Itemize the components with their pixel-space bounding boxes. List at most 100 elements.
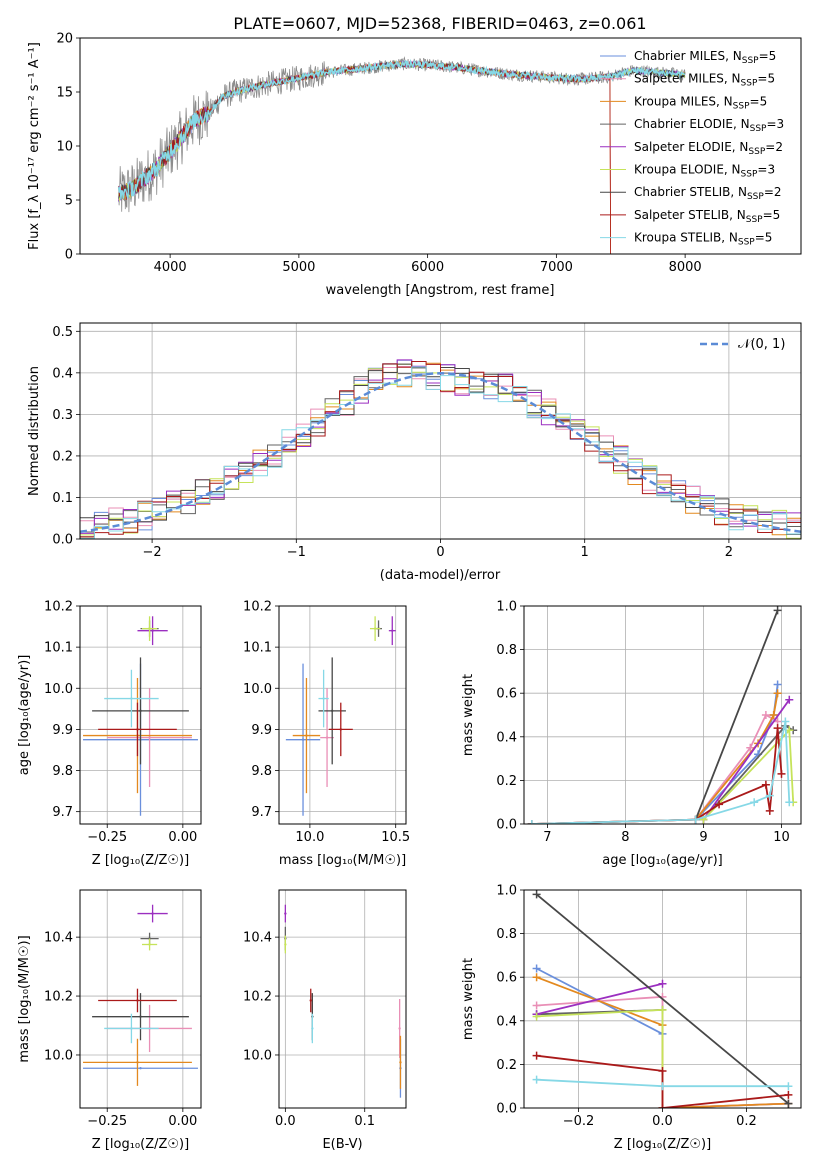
mass-vs-ebv-ticks: 0.0 0.1 10.0 10.2 10.4 [243,931,375,1129]
plus-marker [658,1104,667,1108]
plus-marker [532,890,541,899]
plus-marker [781,717,790,726]
plus-marker [746,743,755,752]
age-vs-Z-frame [79,605,202,825]
age-vs-Z-xtick-label: −0.25 [87,830,127,845]
weight-vs-Z-ylabel: mass weight [461,958,476,1040]
residuals-ytick-label: 0.1 [52,491,73,506]
mass-vs-ebv-grid [279,890,406,1108]
weight-series-line [702,699,791,821]
plus-marker [658,1005,667,1014]
plus-marker [532,1075,541,1084]
age-vs-Z-ytick-label: 10.1 [44,641,73,656]
data-point [139,1015,142,1018]
plus-marker [773,680,782,689]
mass-vs-ebv-panel: 0.0 0.1 10.0 10.2 10.4 E(B-V) [243,889,407,1152]
mass-vs-ebv-ytick-label: 10.0 [243,1048,272,1063]
mass-vs-Z-marks [83,904,198,1086]
plus-marker [769,711,778,719]
residuals-xtick-label: −2 [143,545,162,560]
age-vs-mass-ticks: 10.0 10.5 9.7 9.8 9.9 10.0 10.1 10.2 [243,600,410,846]
legend-entry: Kroupa ELODIE, NSSP=3 [634,163,775,180]
plus-marker [773,724,782,733]
age-vs-mass-ytick-label: 10.1 [243,641,272,656]
residuals-xtick-label: −1 [287,545,306,560]
age-vs-Z-ytick-label: 9.9 [52,723,73,738]
data-point [305,734,308,737]
data-point [284,943,287,946]
mass-vs-Z-panel: −0.25 0.00 10.0 10.2 10.4 Z [log₁₀(Z/Z☉)] mass… [17,889,202,1152]
age-vs-Z-xtick-label: 0.00 [168,830,197,845]
weight-vs-age-ytick-label: 1.0 [496,600,517,615]
legend-entry: Salpeter ELODIE, NSSP=2 [634,140,783,157]
data-point [322,697,325,700]
parameter-panels: −0.25 0.00 9.7 9.8 9.9 10.0 10.1 10.2 Z [log₁₀(Z… [17,600,802,1152]
weight-vs-Z-xtick-label: 0.2 [736,1114,757,1129]
mass-vs-Z-frame [79,889,202,1109]
data-point [398,1027,401,1030]
plus-marker [691,815,700,824]
legend-entry: Chabrier STELIB, NSSP=2 [634,185,782,202]
plus-marker [773,689,782,698]
age-vs-Z-xlabel: Z [log₁₀(Z/Z☉)] [92,853,189,868]
age-vs-mass-ytick-label: 9.7 [251,805,272,820]
plus-marker [750,798,759,807]
data-point [331,709,334,713]
mass-vs-Z-ylabel: mass [log₁₀(M/M☉)] [17,935,32,1062]
data-point [399,1061,402,1064]
age-vs-Z-marks [83,616,198,816]
data-point [284,912,287,915]
plus-marker [773,606,782,615]
spectrum-xlabel: wavelength [Angstrom, rest frame] [326,283,555,298]
data-point [373,627,377,630]
weight-vs-age-xtick-label: 9 [699,830,707,845]
data-point [391,629,394,632]
residuals-panel: −2 −1 0 1 2 0.0 0.1 0.2 0.3 0.4 0.5 (data-model)/e… [27,322,802,583]
weight-vs-Z-ytick-label: 0.4 [496,1014,517,1029]
mass-vs-Z-xlabel: Z [log₁₀(Z/Z☉)] [92,1137,189,1152]
residuals-ylabel: Normed distribution [27,366,42,496]
residual-histogram [80,366,801,539]
weight-vs-age-xtick-label: 8 [621,830,629,845]
spectrum-ytick-label: 5 [65,194,73,209]
spectrum-lines [117,56,686,254]
age-vs-Z-ytick-label: 10.2 [44,600,73,615]
residuals-xlabel: (data-model)/error [380,568,501,583]
weight-vs-age-xtick-label: 7 [543,830,551,845]
weight-vs-Z-ytick-label: 1.0 [496,884,517,899]
mass-vs-ebv-xlabel: E(B-V) [322,1137,362,1152]
weight-vs-age-marks [527,606,798,824]
weight-vs-age-ticks: 7 8 9 10 0.0 0.2 0.4 0.6 0.8 1.0 [496,600,789,846]
residuals-histograms [80,359,801,539]
weight-series-line [536,982,663,1016]
mass-vs-ebv-ytick-label: 10.2 [243,990,272,1005]
plus-marker [784,1099,793,1108]
residuals-xtick-label: 2 [725,545,733,560]
plus-marker [532,973,541,982]
plus-marker [658,1082,667,1091]
data-point [309,999,312,1002]
data-point [301,738,305,741]
data-point [130,1027,133,1030]
spectrum-xtick-label: 7000 [540,260,573,275]
spectrum-ytick-label: 20 [56,32,73,47]
spectrum-legend: Chabrier MILES, NSSP=5 Salpeter MILES, NS… [600,49,784,248]
data-point [130,697,133,700]
legend-entry: Kroupa MILES, NSSP=5 [634,94,767,111]
mass-vs-Z-ticks: −0.25 0.00 10.0 10.2 10.4 [44,931,197,1129]
mass-vs-Z-ytick-label: 10.0 [44,1048,73,1063]
plus-marker [532,1001,541,1010]
data-point [148,736,151,739]
data-point [151,912,154,915]
weight-vs-Z-ytick-label: 0.8 [496,927,517,942]
plus-marker [658,1066,667,1075]
weight-series-line [694,610,779,820]
weight-vs-Z-xtick-label: −0.2 [563,1114,595,1129]
weight-vs-age-frame [523,605,802,825]
mass-vs-Z-ytick-label: 10.4 [44,931,73,946]
plus-marker [785,695,794,704]
plus-marker [785,798,794,807]
weight-vs-Z-ytick-label: 0.2 [496,1058,517,1073]
age-vs-mass-ytick-label: 9.9 [251,723,272,738]
